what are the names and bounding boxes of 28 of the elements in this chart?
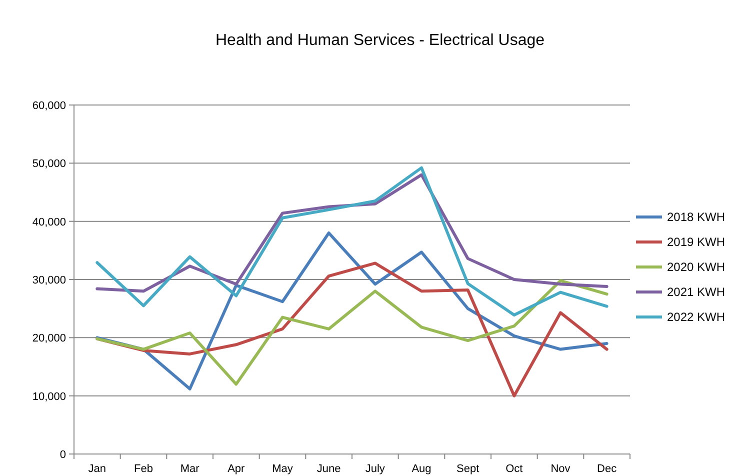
x-tick-label: Aug	[412, 463, 432, 475]
line-series	[96, 262, 608, 398]
y-tick-label: 0	[60, 449, 66, 461]
x-tick-label: Jan	[88, 463, 106, 475]
line-series	[96, 279, 608, 386]
line-series	[96, 166, 608, 316]
x-tick-label: Nov	[550, 463, 571, 475]
y-tick-label: 20,000	[32, 332, 66, 345]
y-tick-label: 30,000	[32, 274, 66, 286]
x-tick-label: Oct	[506, 463, 523, 475]
legend-label: 2018 KWH	[667, 210, 726, 224]
x-tick-label: May	[272, 463, 294, 475]
legend-label: 2019 KWH	[667, 235, 726, 249]
y-tick-label: 40,000	[32, 216, 66, 228]
legend-label: 2020 KWH	[667, 260, 726, 274]
x-tick-label: Sept	[456, 463, 480, 475]
x-tick-label: July	[365, 463, 386, 475]
x-tick-label: Dec	[597, 463, 618, 475]
chart-title: Health and Human Services - Electrical Usage	[215, 32, 545, 49]
legend-label: 2021 KWH	[667, 285, 726, 299]
x-tick-label: Feb	[134, 463, 153, 475]
x-tick-label: Mar	[180, 463, 200, 475]
y-tick-label: 60,000	[32, 100, 66, 112]
y-tick-label: 10,000	[32, 390, 66, 403]
y-tick-label: 50,000	[32, 158, 66, 170]
x-tick-label: June	[316, 463, 341, 475]
legend-label: 2022 KWH	[667, 310, 726, 324]
x-tick-label: Apr	[228, 463, 246, 475]
